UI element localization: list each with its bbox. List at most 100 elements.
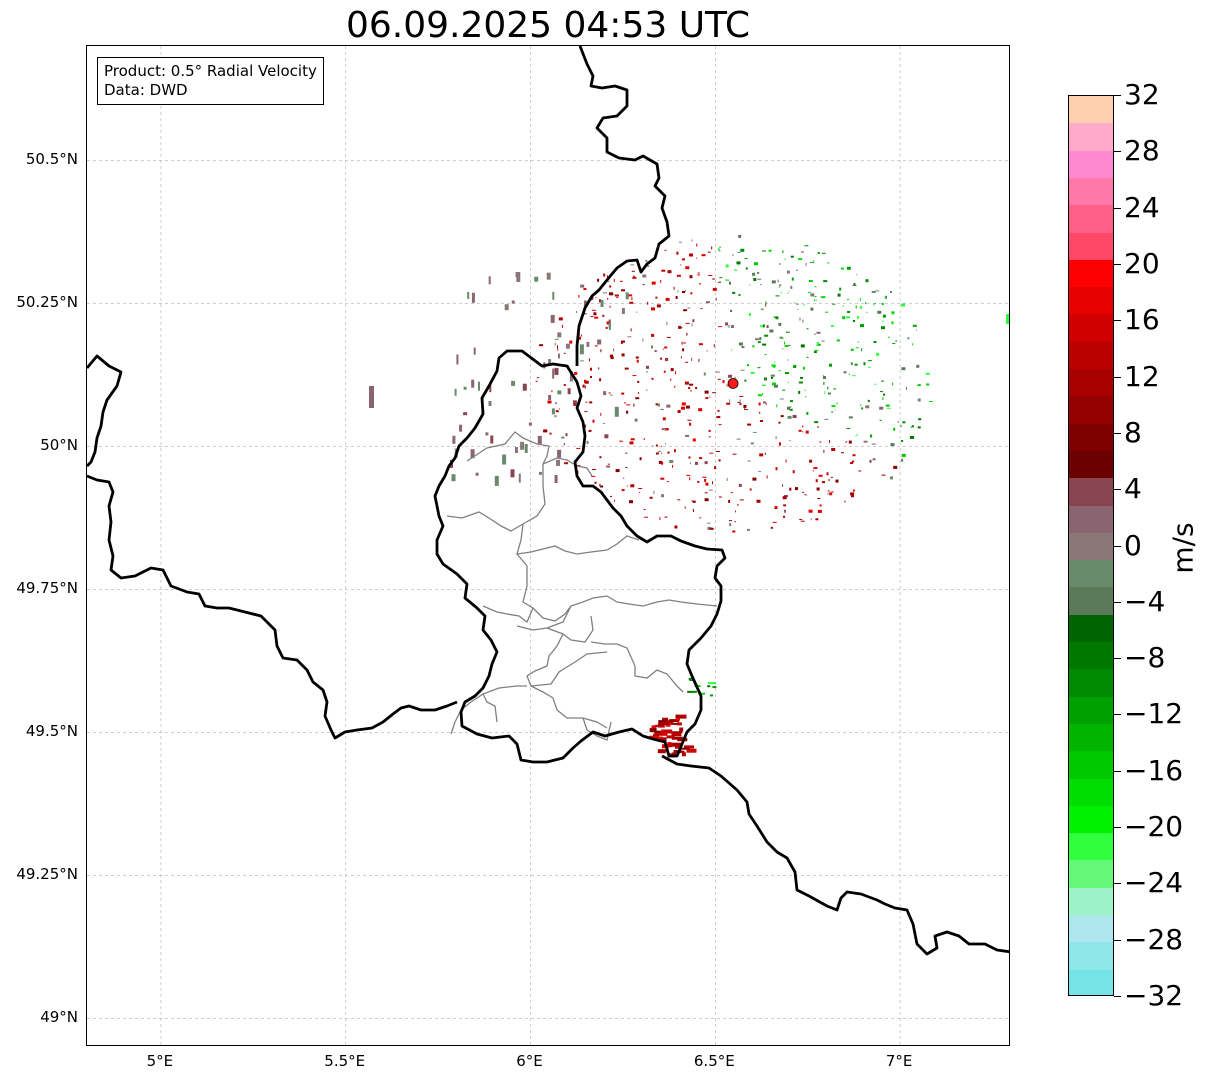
district-boundary: [516, 523, 640, 555]
echo-pixel: [625, 292, 629, 300]
echo-pixel: [891, 321, 894, 325]
lat-tick-label: 49.5°N: [25, 722, 78, 741]
echo-pixel: [850, 348, 854, 351]
echo-pixel: [692, 500, 696, 503]
echo-pixel: [662, 417, 666, 421]
colorbar-tick-label: 12: [1124, 359, 1160, 393]
echo-pixel: [691, 239, 693, 242]
radar-map[interactable]: [86, 45, 1010, 1046]
map-title: 06.09.2025 04:53 UTC: [345, 5, 751, 46]
echo-pixel: [557, 332, 562, 338]
echo-pixel: [586, 440, 589, 444]
colorbar-segment: [1069, 942, 1113, 971]
echo-pixel: [867, 360, 872, 362]
echo-pixel: [653, 733, 660, 737]
echo-pixel: [624, 367, 629, 370]
district-boundaries: [446, 431, 718, 741]
echo-pixel: [871, 443, 876, 445]
echo-pixel: [637, 380, 640, 383]
product-label: Product: 0.5° Radial Velocity: [104, 62, 317, 80]
echo-pixel: [679, 727, 684, 732]
echo-pixel: [749, 313, 751, 316]
district-boundary: [482, 693, 498, 723]
echo-pixel: [646, 365, 649, 369]
echo-pixel: [689, 462, 691, 465]
echo-pixel: [823, 376, 826, 379]
echo-pixel: [759, 411, 761, 414]
echo-pixel: [848, 416, 853, 419]
echo-pixel: [806, 356, 809, 358]
border-germany-north: [575, 46, 671, 366]
echo-pixel: [732, 453, 737, 455]
echo-pixel: [738, 342, 743, 346]
echo-pixel: [729, 523, 732, 527]
echo-pixel: [854, 363, 858, 366]
echo-pixel: [840, 267, 844, 270]
echo-pixel: [917, 398, 921, 402]
echo-pixel: [471, 292, 475, 303]
echo-pixel: [621, 340, 625, 343]
echo-pixel: [666, 336, 671, 338]
echo-pixel: [847, 311, 851, 313]
echo-pixel: [452, 435, 456, 444]
echo-pixel: [716, 416, 721, 419]
echo-pixel: [757, 394, 762, 397]
echo-pixel: [906, 386, 907, 390]
radar-site-marker[interactable]: [727, 378, 739, 389]
echo-pixel: [676, 251, 679, 255]
echo-pixel: [808, 280, 813, 282]
echo-pixel: [755, 338, 759, 341]
echo-pixel: [621, 353, 625, 357]
echo-pixel: [891, 311, 895, 315]
echo-pixel: [488, 401, 492, 406]
echo-pixel: [785, 331, 790, 333]
echo-pixel: [639, 492, 641, 494]
colorbar-tick-label: −28: [1124, 922, 1184, 956]
echo-pixel: [802, 366, 805, 370]
echo-pixel: [740, 248, 745, 252]
echo-pixel: [821, 296, 826, 299]
echo-pixel: [788, 290, 790, 292]
echo-pixel: [660, 357, 663, 360]
echo-pixel: [814, 349, 819, 351]
echo-pixel: [765, 301, 767, 305]
echo-pixel: [667, 742, 672, 747]
echo-pixel: [782, 389, 786, 391]
echo-pixel: [798, 390, 801, 394]
echo-pixel: [928, 401, 933, 402]
echo-pixel: [657, 403, 660, 407]
echo-pixel: [608, 322, 611, 330]
echo-pixel: [594, 345, 598, 347]
echo-pixel: [659, 737, 667, 742]
echo-pixel: [579, 360, 584, 362]
echo-pixel: [658, 450, 661, 452]
echo-pixel: [659, 722, 670, 726]
echo-pixel: [879, 419, 882, 421]
echo-pixel: [793, 302, 795, 304]
echo-pixel: [752, 272, 756, 276]
echo-pixel: [666, 321, 668, 325]
echo-pixel: [881, 326, 885, 330]
echo-pixel: [753, 278, 757, 281]
echo-pixel: [770, 526, 773, 529]
echo-pixel: [737, 503, 739, 506]
echo-pixel: [660, 477, 665, 480]
echo-pixel: [510, 469, 515, 478]
echo-pixel: [790, 285, 793, 289]
echo-pixel: [791, 277, 794, 281]
echo-pixel: [642, 338, 644, 342]
echo-pixel: [809, 459, 813, 463]
echo-pixel: [689, 253, 693, 257]
colorbar-segment: [1069, 177, 1113, 207]
echo-pixel: [775, 467, 778, 471]
echo-pixel: [547, 400, 552, 404]
echo-pixel: [659, 517, 661, 521]
echo-pixel: [572, 400, 577, 405]
echo-pixel: [687, 307, 691, 309]
echo-pixel: [675, 371, 676, 375]
echo-pixel: [684, 290, 686, 292]
echo-pixel: [855, 435, 857, 437]
echo-pixel: [832, 303, 836, 305]
echo-pixel: [738, 265, 740, 267]
echo-pixel: [789, 440, 791, 442]
